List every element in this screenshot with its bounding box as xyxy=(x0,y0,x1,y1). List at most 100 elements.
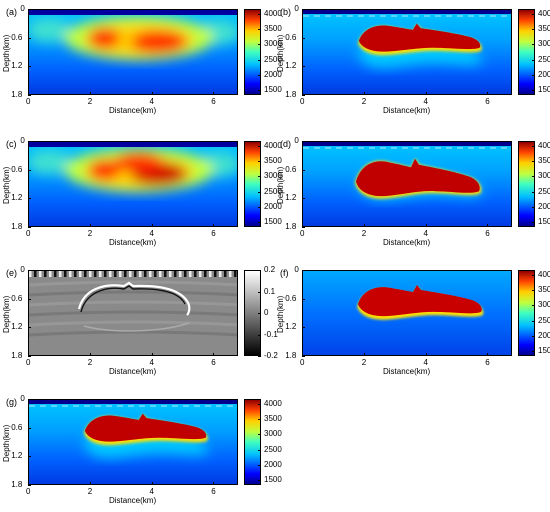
colorbar-tick-label: 1500 xyxy=(264,216,282,226)
velocity-image xyxy=(29,10,237,94)
panel-letter: (a) xyxy=(6,7,17,17)
plot-area xyxy=(302,141,512,227)
y-tick-label: 1.2 xyxy=(285,193,297,203)
plot-area xyxy=(28,270,238,356)
velocity-image xyxy=(303,271,511,355)
panel-letter: (c) xyxy=(6,139,17,149)
colorbar-tick-label: 3500 xyxy=(264,24,282,34)
colorbar-tick-mark xyxy=(258,74,261,76)
colorbar-tick-mark xyxy=(532,89,535,91)
x-axis-label: Distance(km) xyxy=(109,238,157,247)
y-tick-label: 0.6 xyxy=(11,164,23,174)
colorbar-tick-mark xyxy=(532,176,535,178)
y-tick-label: 1.2 xyxy=(11,451,23,461)
y-tick-mark xyxy=(28,66,31,68)
velocity-image xyxy=(303,10,511,94)
colorbar-tick-label: 2000 xyxy=(538,330,550,340)
colorbar-tick-label: 0.1 xyxy=(264,286,276,296)
colorbar-tick-label: 3000 xyxy=(264,39,282,49)
colorbar-tick-label: 2500 xyxy=(538,315,550,325)
x-tick-label: 4 xyxy=(423,97,428,106)
x-tick-label: 4 xyxy=(149,229,154,238)
x-tick-mark xyxy=(28,353,29,356)
y-tick-label: 0 xyxy=(294,136,299,145)
colorbar-tick-mark xyxy=(532,350,535,352)
colorbar-tick-mark xyxy=(532,275,535,277)
y-tick-label: 0.6 xyxy=(285,164,297,174)
x-tick-mark xyxy=(302,353,303,356)
colorbar xyxy=(244,9,261,95)
x-tick-label: 0 xyxy=(300,97,305,106)
colorbar-tick-label: -0.2 xyxy=(264,351,278,360)
y-tick-mark xyxy=(302,298,305,300)
colorbar-tick-label: 3500 xyxy=(538,285,550,295)
y-tick-mark xyxy=(28,456,31,458)
y-tick-label: 1.2 xyxy=(285,61,297,71)
colorbar-tick-label: 3500 xyxy=(264,414,282,424)
y-tick-mark xyxy=(302,227,305,228)
colorbar-tick-mark xyxy=(258,464,261,466)
colorbar-tick-label: 0.2 xyxy=(264,265,276,274)
x-tick-label: 6 xyxy=(211,487,216,496)
panel-letter: (f) xyxy=(280,268,289,278)
x-tick-mark xyxy=(487,353,489,356)
velocity-image xyxy=(29,400,237,484)
colorbar-tick-label: -0.1 xyxy=(264,329,278,339)
colorbar-tick-mark xyxy=(258,29,261,31)
y-tick-label: 1.8 xyxy=(11,222,23,231)
y-tick-label: 1.2 xyxy=(11,322,23,332)
colorbar-tick-label: 3500 xyxy=(538,24,550,34)
colorbar-tick-mark xyxy=(532,44,535,46)
x-tick-mark xyxy=(213,353,215,356)
colorbar-tick-mark xyxy=(258,89,261,91)
x-tick-label: 2 xyxy=(87,358,93,367)
y-tick-label: 0 xyxy=(20,265,25,274)
x-tick-mark xyxy=(89,353,91,356)
colorbar-tick-label: 1500 xyxy=(538,216,550,226)
colorbar xyxy=(518,9,535,95)
colorbar-tick-mark xyxy=(532,191,535,193)
y-tick-label: 0 xyxy=(294,265,299,274)
colorbar-tick-mark xyxy=(258,479,261,481)
y-tick-label: 0 xyxy=(20,4,25,13)
x-tick-label: 0 xyxy=(26,97,31,106)
colorbar-tick-mark xyxy=(258,313,261,314)
y-tick-mark xyxy=(302,37,305,39)
colorbar-tick-label: 4000 xyxy=(538,270,550,280)
x-tick-mark xyxy=(28,92,29,95)
y-tick-mark xyxy=(28,298,31,300)
x-tick-mark xyxy=(151,353,153,356)
x-tick-mark xyxy=(151,482,153,485)
colorbar-tick-label: 1500 xyxy=(538,345,550,355)
y-axis-label: Depth(km) xyxy=(276,166,285,204)
colorbar-tick-label: 3000 xyxy=(538,171,550,181)
x-tick-label: 6 xyxy=(485,229,490,238)
y-tick-mark xyxy=(302,141,305,142)
x-tick-mark xyxy=(363,92,365,95)
y-tick-label: 1.2 xyxy=(11,193,23,203)
colorbar-tick-label: 2500 xyxy=(264,54,282,64)
x-tick-label: 4 xyxy=(423,229,428,238)
x-tick-mark xyxy=(302,224,303,227)
colorbar-tick-mark xyxy=(258,334,261,336)
x-axis-label: Distance(km) xyxy=(383,238,431,247)
y-tick-label: 1.8 xyxy=(285,351,297,360)
y-tick-label: 1.8 xyxy=(11,90,23,99)
y-tick-label: 0 xyxy=(294,4,299,13)
x-tick-label: 2 xyxy=(87,97,93,106)
x-tick-mark xyxy=(363,224,365,227)
colorbar-tick-mark xyxy=(532,320,535,322)
y-tick-mark xyxy=(28,270,31,271)
colorbar-tick-label: 4000 xyxy=(538,9,550,19)
x-tick-mark xyxy=(363,353,365,356)
y-tick-label: 0 xyxy=(20,394,25,403)
x-tick-mark xyxy=(89,92,91,95)
colorbar-tick-label: 1500 xyxy=(264,84,282,94)
x-tick-mark xyxy=(487,224,489,227)
colorbar-tick-mark xyxy=(258,434,261,436)
y-tick-label: 1.8 xyxy=(11,351,23,360)
colorbar-tick-mark xyxy=(258,419,261,421)
colorbar-tick-label: 2000 xyxy=(264,69,282,79)
y-tick-mark xyxy=(28,9,31,10)
colorbar-tick-label: 4000 xyxy=(264,9,282,19)
